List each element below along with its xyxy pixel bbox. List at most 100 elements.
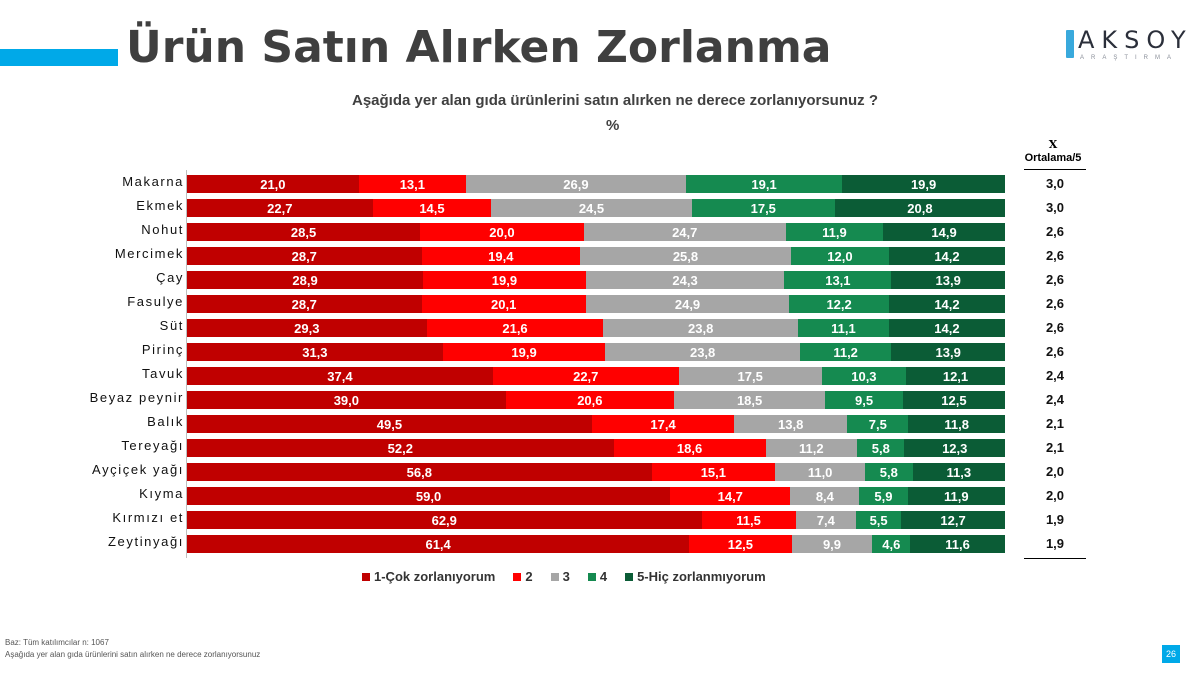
data-label: 62,9 [431, 512, 457, 528]
bar-segment: 7,5 [847, 415, 909, 433]
category-label-wrapper: Çay [0, 270, 186, 290]
chart-legend: 1-Çok zorlanıyorum 2 3 4 5-Hiç zorlanmıyorum [362, 569, 784, 584]
data-label: 31,3 [302, 344, 328, 360]
data-label: 22,7 [573, 368, 599, 384]
average-value: 1,9 [1045, 512, 1065, 527]
average-value: 2,4 [1045, 368, 1065, 383]
bar-segment: 20,0 [420, 223, 584, 241]
average-value: 2,0 [1045, 488, 1065, 503]
data-label: 13,9 [935, 272, 961, 288]
legend-label: 4 [599, 569, 608, 584]
chart-title: Aşağıda yer alan gıda ürünlerini satın a… [352, 92, 878, 109]
legend-swatch [550, 572, 559, 581]
data-label: 12,7 [940, 512, 966, 528]
data-label: 37,4 [327, 368, 353, 384]
data-label: 9,9 [822, 536, 842, 552]
bar-segment: 14,5 [372, 199, 492, 217]
data-label: 17,5 [737, 368, 763, 384]
data-label: 23,8 [688, 320, 714, 336]
bar-segment: 13,1 [358, 175, 466, 193]
bar-segment: 13,1 [784, 271, 892, 289]
data-label: 7,5 [868, 416, 887, 432]
data-label: 11,2 [799, 440, 824, 456]
category-label-wrapper: Fasulye [0, 294, 186, 314]
bar-segment: 12,3 [904, 439, 1005, 457]
category-label: Pirinç [141, 342, 184, 357]
data-label: 12,1 [942, 368, 969, 384]
bar-segment: 10,3 [821, 367, 907, 385]
bar-segment: 24,3 [585, 271, 785, 289]
average-value: 2,6 [1045, 296, 1065, 311]
category-axis-line [186, 170, 187, 558]
legend-item: 3 [550, 569, 570, 584]
data-label: 20,6 [577, 392, 603, 408]
data-label: 19,9 [910, 176, 937, 192]
footer-base: Baz: Tüm katılımcılar n: 1067 [5, 638, 109, 647]
bar-segment: 14,9 [883, 223, 1005, 241]
data-label: 61,4 [425, 536, 451, 552]
bar-segment: 17,5 [678, 367, 822, 385]
bar-segment: 19,9 [442, 343, 606, 361]
data-label: 28,9 [292, 272, 318, 288]
bar-segment: 25,8 [580, 247, 791, 265]
data-label: 21,6 [502, 320, 528, 336]
category-label: Makarna [122, 174, 184, 189]
average-value: 2,6 [1045, 344, 1065, 359]
data-label: 20,1 [491, 296, 517, 312]
average-value: 2,6 [1045, 224, 1065, 239]
data-label: 14,2 [934, 320, 960, 336]
data-label: 12,2 [826, 296, 852, 312]
data-label: 23,8 [689, 344, 716, 360]
average-value: 2,6 [1045, 272, 1065, 287]
category-label-wrapper: Tavuk [0, 366, 186, 386]
bar-segment: 18,5 [674, 391, 826, 409]
data-label: 28,7 [291, 248, 317, 264]
bar-segment: 13,9 [891, 343, 1005, 361]
category-label-wrapper: Ekmek [0, 198, 186, 218]
bar-segment: 26,9 [465, 175, 686, 193]
data-label: 24,9 [674, 296, 701, 312]
legend-item: 1-Çok zorlanıyorum [362, 569, 495, 584]
average-value: 2,6 [1045, 248, 1065, 263]
data-label: 10,3 [851, 368, 877, 384]
category-label: Beyaz peynir [89, 390, 184, 405]
legend-swatch [625, 572, 634, 581]
bar-segment: 11,6 [910, 535, 1005, 553]
bar-segment: 28,5 [187, 223, 421, 241]
category-label: Süt [159, 318, 184, 333]
data-label: 5,9 [874, 488, 893, 504]
data-label: 19,4 [488, 248, 514, 264]
data-label: 14,2 [934, 248, 960, 264]
bar-segment: 12,7 [901, 511, 1005, 529]
page-title: Ürün Satın Alırken Zorlanma [126, 22, 832, 73]
bar-segment: 19,9 [842, 175, 1005, 193]
data-label: 11,3 [946, 464, 972, 480]
bar-segment: 14,7 [670, 487, 791, 505]
page-number: 26 [1162, 645, 1180, 663]
average-header-divider [1024, 169, 1086, 170]
bar-segment: 13,9 [891, 271, 1005, 289]
data-label: 12,5 [941, 392, 967, 408]
bar-segment: 49,5 [187, 415, 592, 433]
bar-segment: 28,9 [187, 271, 424, 289]
category-label-wrapper: Makarna [0, 174, 186, 194]
bar-segment: 21,0 [187, 175, 359, 193]
bar-segment: 19,1 [685, 175, 843, 193]
data-label: 13,1 [399, 176, 425, 192]
data-label: 25,8 [672, 248, 699, 264]
category-label: Balık [147, 414, 184, 429]
data-label: 19,9 [511, 344, 537, 360]
bar-segment: 7,4 [795, 511, 857, 529]
category-label-wrapper: Süt [0, 318, 186, 338]
data-label: 49,5 [376, 416, 403, 432]
category-label: Nohut [141, 222, 184, 237]
category-label: Zeytinyağı [108, 534, 184, 549]
data-label: 39,0 [333, 392, 359, 408]
bar-segment: 20,6 [505, 391, 675, 409]
bar-segment: 5,5 [856, 511, 902, 529]
bar-segment: 11,3 [912, 463, 1005, 481]
bar-segment: 61,4 [187, 535, 690, 553]
bar-segment: 17,4 [591, 415, 735, 433]
legend-swatch [513, 572, 522, 581]
legend-label: 1-Çok zorlanıyorum [374, 569, 496, 584]
